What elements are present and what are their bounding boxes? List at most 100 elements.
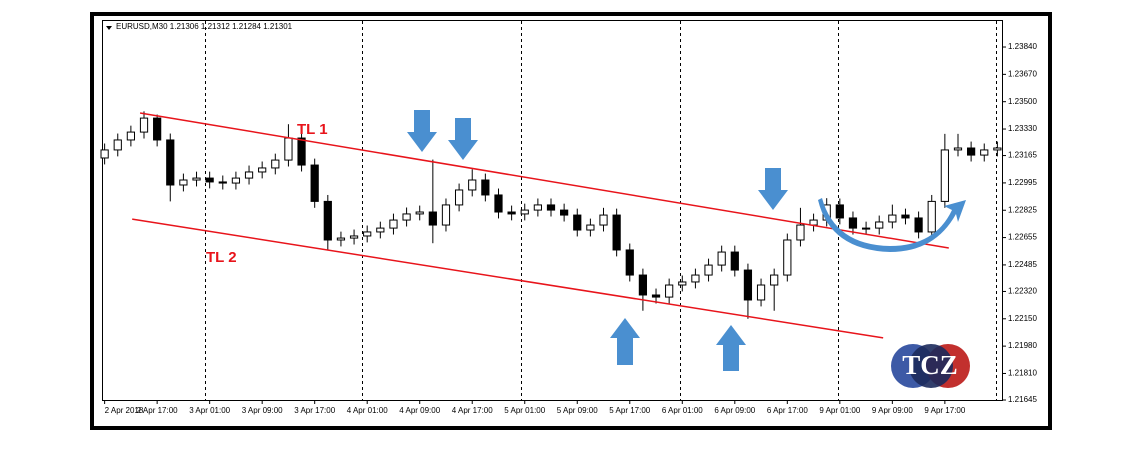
candle-body <box>231 177 241 184</box>
candle-body <box>113 139 122 151</box>
candle-body <box>691 274 700 283</box>
candle-body <box>717 251 726 266</box>
candle-body <box>638 274 648 296</box>
candle-body <box>153 117 162 141</box>
candle-body <box>967 147 976 156</box>
candle-body <box>796 224 805 241</box>
candle-body <box>665 284 674 298</box>
candle-body <box>179 179 188 186</box>
candle-body <box>192 177 201 181</box>
candle-body <box>336 237 346 241</box>
candle-body <box>507 211 516 215</box>
candle-body <box>573 214 582 231</box>
y-tick-label: 1.21810 <box>1008 369 1037 378</box>
x-tick-label: 4 Apr 01:00 <box>347 406 388 415</box>
y-tick-label: 1.22485 <box>1008 260 1037 269</box>
candle-body <box>323 200 332 241</box>
candle-body <box>861 227 871 230</box>
y-tick-label: 1.21980 <box>1008 341 1037 350</box>
x-tick-label: 6 Apr 17:00 <box>767 406 808 415</box>
y-tick-label: 1.21645 <box>1008 395 1037 404</box>
x-tick-label: 4 Apr 09:00 <box>399 406 440 415</box>
candle-body <box>363 231 372 237</box>
candle-body <box>441 204 451 226</box>
candle-body <box>100 149 109 159</box>
candle-body <box>980 149 989 156</box>
candle-body <box>599 214 608 226</box>
candle-body <box>284 137 293 161</box>
candle-body <box>310 164 319 202</box>
y-tick-label: 1.23500 <box>1008 97 1037 106</box>
y-tick-label: 1.22150 <box>1008 314 1037 323</box>
y-tick-label: 1.23840 <box>1008 42 1037 51</box>
trend-line-label: TL 2 <box>206 249 237 266</box>
candle-body <box>770 274 779 286</box>
candle-body <box>993 147 1002 151</box>
y-tick-label: 1.22825 <box>1008 205 1037 214</box>
candle-body <box>678 281 687 286</box>
candle-body <box>546 204 556 211</box>
marks: 1.23840 1.23670 1.23500 1.23330 1.23165 1.229… <box>100 42 1037 415</box>
y-tick-label: 1.22655 <box>1008 233 1037 242</box>
candle-body <box>468 179 477 191</box>
candle-body <box>835 204 844 219</box>
candle-body <box>126 131 135 141</box>
candle-body <box>586 224 595 231</box>
candle-body <box>376 227 385 233</box>
candle-body <box>258 167 267 173</box>
up-arrow <box>610 318 640 365</box>
curved-arrow <box>818 198 966 252</box>
y-tick-label: 1.23330 <box>1008 124 1037 133</box>
candle-body <box>730 251 739 271</box>
x-tick-label: 2 Apr 17:00 <box>137 406 178 415</box>
trend-line-label: TL 1 <box>297 121 328 138</box>
menu-triangle <box>106 26 112 30</box>
candle-body <box>901 214 910 219</box>
x-tick-label: 4 Apr 17:00 <box>452 406 493 415</box>
x-tick-label: 3 Apr 09:00 <box>242 406 283 415</box>
candle-body <box>166 139 175 186</box>
x-tick-label: 3 Apr 17:00 <box>294 406 335 415</box>
candle-body <box>756 284 766 301</box>
down-arrow <box>448 118 478 160</box>
candle-body <box>205 177 214 183</box>
candle-body <box>927 200 936 233</box>
x-tick-label: 9 Apr 17:00 <box>924 406 965 415</box>
candle-body <box>454 189 464 206</box>
x-tick-label: 5 Apr 09:00 <box>557 406 598 415</box>
y-tick-label: 1.22320 <box>1008 287 1037 296</box>
x-tick-label: 6 Apr 09:00 <box>714 406 755 415</box>
logo-text: TCZ <box>902 350 958 380</box>
x-tick-label: 9 Apr 01:00 <box>819 406 860 415</box>
candle-body <box>743 269 753 301</box>
candle-body <box>428 211 437 226</box>
candle-body <box>402 213 411 221</box>
candle-body <box>704 264 713 276</box>
candle-body <box>651 294 661 298</box>
trend-line <box>132 218 884 339</box>
candle-body <box>625 249 634 276</box>
candle-body <box>139 117 149 133</box>
candle-body <box>481 179 490 196</box>
x-tick-label: 5 Apr 17:00 <box>609 406 650 415</box>
x-tick-label: 2 Apr 2018 <box>105 406 144 415</box>
y-tick-label: 1.22995 <box>1008 178 1037 187</box>
candle-body <box>520 209 529 215</box>
logo: TCZ <box>891 344 970 388</box>
candle-body <box>244 171 254 179</box>
candle-body <box>349 235 359 239</box>
candle-body <box>612 214 621 251</box>
candle-body <box>560 209 569 216</box>
candle-body <box>271 159 280 169</box>
candle-body <box>415 211 424 215</box>
candle-body <box>218 181 227 184</box>
candle-body <box>940 149 949 202</box>
x-tick-label: 3 Apr 01:00 <box>189 406 230 415</box>
candle-body <box>297 137 306 166</box>
candle-body <box>848 217 858 229</box>
x-tick-label: 9 Apr 09:00 <box>872 406 913 415</box>
candle-body <box>914 217 923 233</box>
candle-body <box>389 219 398 229</box>
x-tick-label: 6 Apr 01:00 <box>662 406 703 415</box>
